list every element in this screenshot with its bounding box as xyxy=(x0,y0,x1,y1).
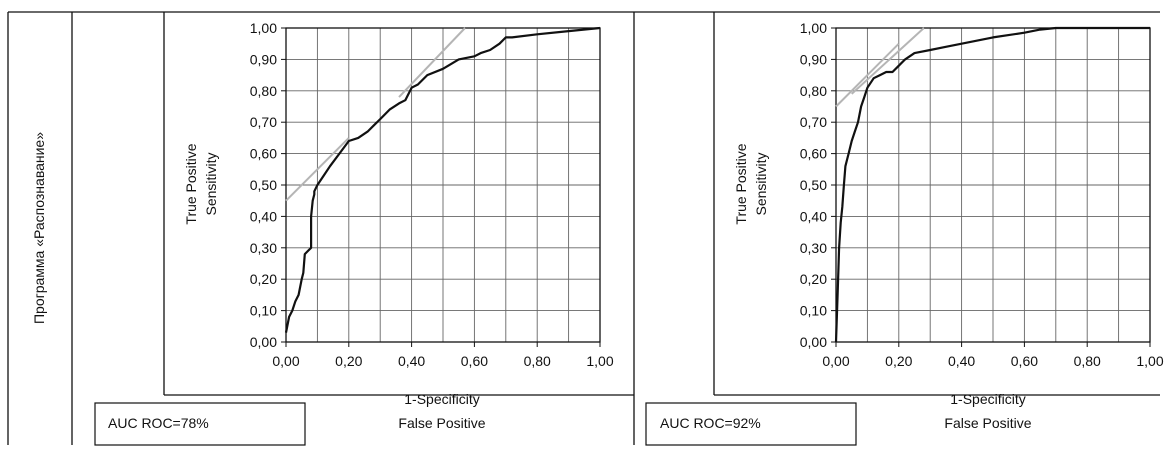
y-axis-title: True Positive xyxy=(183,143,199,224)
y-tick-label: 0,40 xyxy=(250,208,277,224)
y-tick-label: 0,50 xyxy=(800,177,827,193)
x-tick-label: 0,40 xyxy=(398,353,425,369)
auc-label: AUC ROC=78% xyxy=(108,415,209,431)
x-tick-label: 0,20 xyxy=(335,353,362,369)
y-tick-label: 0,90 xyxy=(250,51,277,67)
y-tick-label: 0,20 xyxy=(800,271,827,287)
y-tick-label: 0,70 xyxy=(250,114,277,130)
roc-panel-1: AUC ROC=78% True Positive Sensitivity 1-… xyxy=(94,20,634,446)
diagonal-line xyxy=(835,42,900,108)
x-axis-subtitle: False Positive xyxy=(398,415,485,431)
y-tick-label: 0,60 xyxy=(250,146,277,162)
diagonal-line xyxy=(398,27,466,98)
y-tick-label: 1,00 xyxy=(800,20,827,36)
y-tick-label: 0,60 xyxy=(800,146,827,162)
auc-label: AUC ROC=92% xyxy=(660,415,761,431)
table-frame xyxy=(7,11,1160,445)
y-tick-label: 0,70 xyxy=(800,114,827,130)
y-tick-label: 0,80 xyxy=(250,83,277,99)
roc-curve xyxy=(284,26,601,333)
y-axis-title: True Positive xyxy=(733,143,749,224)
x-tick-label: 0,00 xyxy=(272,353,299,369)
x-axis-subtitle: False Positive xyxy=(944,415,1031,431)
y-tick-label: 0,30 xyxy=(250,240,277,256)
x-axis-title: 1-Specificity xyxy=(404,391,479,407)
x-tick-label: 0,20 xyxy=(885,353,912,369)
y-axis-subtitle: Sensitivity xyxy=(753,152,769,215)
x-tick-label: 0,40 xyxy=(948,353,975,369)
x-tick-label: 1,00 xyxy=(1136,353,1163,369)
x-tick-label: 0,00 xyxy=(822,353,849,369)
auc-box xyxy=(94,402,306,446)
y-tick-label: 0,10 xyxy=(800,303,827,319)
y-tick-label: 1,00 xyxy=(250,20,277,36)
y-axis-subtitle: Sensitivity xyxy=(203,152,219,215)
x-tick-label: 0,80 xyxy=(524,353,551,369)
x-tick-label: 0,80 xyxy=(1074,353,1101,369)
roc-curve xyxy=(834,26,1150,343)
x-tick-label: 0,60 xyxy=(461,353,488,369)
y-tick-label: 0,00 xyxy=(250,334,277,350)
y-tick-label: 0,90 xyxy=(800,51,827,67)
x-tick-label: 0,60 xyxy=(1011,353,1038,369)
row-label: Программа «Распознавание» xyxy=(31,132,47,324)
y-tick-label: 0,10 xyxy=(250,303,277,319)
x-axis-title: 1-Specificity xyxy=(950,391,1025,407)
y-tick-label: 0,40 xyxy=(800,208,827,224)
y-tick-label: 0,80 xyxy=(800,83,827,99)
y-tick-label: 0,50 xyxy=(250,177,277,193)
y-tick-label: 0,00 xyxy=(800,334,827,350)
diagonal-line xyxy=(851,27,925,95)
auc-box xyxy=(645,402,857,446)
y-tick-label: 0,20 xyxy=(250,271,277,287)
roc-panel-2: AUC ROC=92% True Positive Sensitivity 1-… xyxy=(645,20,1164,446)
x-tick-label: 1,00 xyxy=(586,353,613,369)
diagonal-line xyxy=(285,137,350,202)
y-tick-label: 0,30 xyxy=(800,240,827,256)
